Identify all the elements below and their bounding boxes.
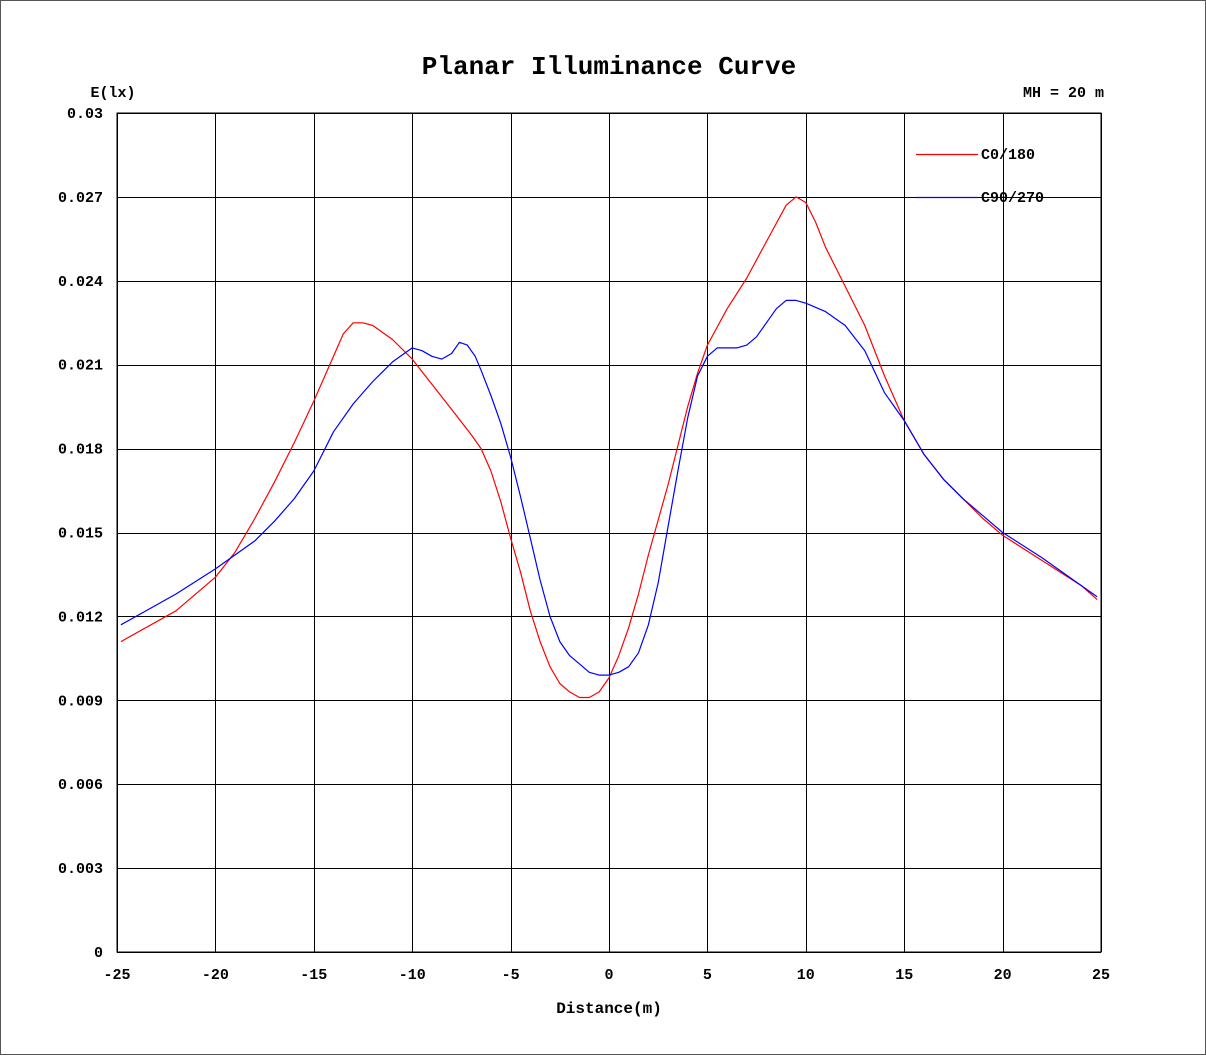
x-tick-label: -25 (103, 967, 130, 984)
x-tick-label: 0 (604, 967, 613, 984)
x-axis-label: Distance(m) (556, 1000, 662, 1018)
x-tick-label: -10 (399, 967, 426, 984)
y-tick-label: 0.006 (58, 777, 103, 794)
x-tick-label: 20 (994, 967, 1012, 984)
tick-labels: -25 -20 -15 -10 -5 0 5 10 15 20 25 0 0.003 0.006 0.009… (58, 106, 1110, 984)
x-tick-label: 25 (1092, 967, 1110, 984)
y-tick-label: 0.018 (58, 442, 103, 459)
chart-title: Planar Illuminance Curve (422, 52, 796, 82)
grid (116, 112, 1102, 953)
legend-label: C0/180 (981, 147, 1035, 164)
y-tick-label: 0.024 (58, 274, 103, 291)
mounting-height-annotation: MH = 20 m (1023, 85, 1104, 102)
series-line-c90-270 (120, 299, 1098, 676)
series-lines (120, 196, 1098, 699)
y-tick-label: 0.021 (58, 358, 103, 375)
legend: C0/180 C90/270 (916, 147, 1044, 207)
y-tick-label: 0.027 (58, 190, 103, 207)
y-tick-label: 0 (94, 945, 103, 962)
y-tick-label: 0.03 (67, 106, 103, 123)
y-axis-label: E(lx) (90, 85, 135, 102)
y-tick-label: 0.003 (58, 861, 103, 878)
legend-label: C90/270 (981, 190, 1044, 207)
x-tick-label: -5 (502, 967, 520, 984)
y-tick-label: 0.012 (58, 609, 103, 626)
x-tick-label: -20 (202, 967, 229, 984)
x-tick-label: 5 (703, 967, 712, 984)
x-tick-label: -15 (300, 967, 327, 984)
x-tick-label: 15 (895, 967, 913, 984)
x-tick-label: 10 (797, 967, 815, 984)
series-line-c0-180 (120, 196, 1098, 699)
y-tick-label: 0.009 (58, 693, 103, 710)
y-tick-label: 0.015 (58, 526, 103, 543)
